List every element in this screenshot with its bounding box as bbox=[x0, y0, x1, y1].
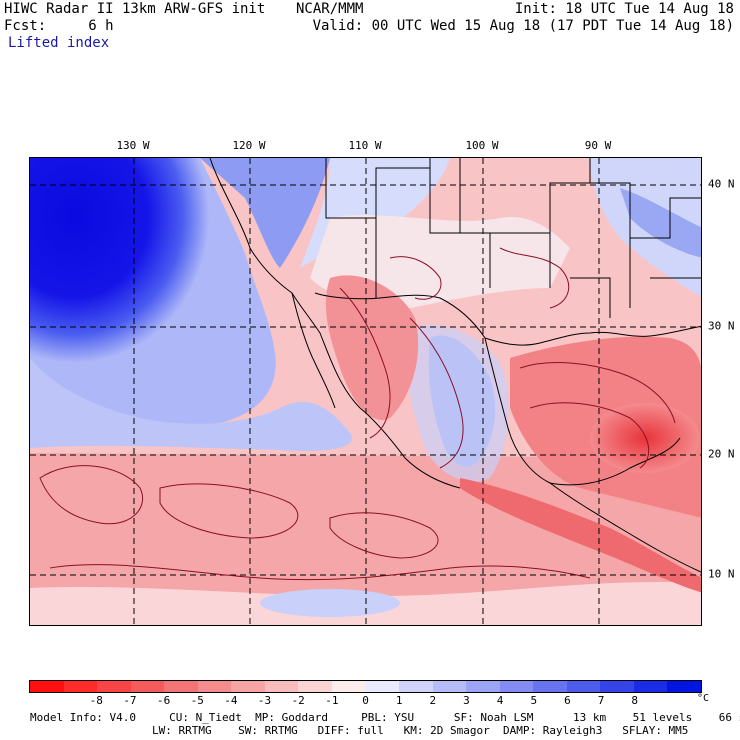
colorbar-segment bbox=[466, 681, 500, 692]
lat-label-10n: 10 N bbox=[708, 567, 735, 581]
colorbar-tick-label: -6 bbox=[156, 694, 171, 707]
field-name: Lifted index bbox=[8, 35, 110, 51]
colorbar-tick-label: 2 bbox=[429, 694, 437, 707]
lat-label-40n: 40 N bbox=[708, 177, 735, 191]
central-america-coast bbox=[549, 482, 701, 573]
colorbar-segment bbox=[197, 681, 232, 692]
contour-4 bbox=[329, 512, 439, 559]
ohio-valley-stable bbox=[620, 188, 701, 258]
gulf-coast-north bbox=[484, 325, 701, 346]
colorbar-tick-label: 5 bbox=[530, 694, 538, 707]
colorbar-tick-label: -4 bbox=[224, 694, 238, 707]
colorbar-tick-label: -1 bbox=[325, 694, 339, 707]
colorbar-segment bbox=[231, 681, 265, 692]
contour-10 bbox=[389, 256, 442, 300]
li-contours bbox=[39, 247, 676, 581]
lon-label-110w: 110 W bbox=[348, 139, 382, 152]
state-borders-south bbox=[570, 277, 701, 318]
stable-patch-south bbox=[260, 589, 400, 617]
colorbar-segment bbox=[331, 681, 366, 692]
model-title: HIWC Radar II 13km ARW-GFS init bbox=[4, 1, 266, 17]
colorbar-segment bbox=[164, 681, 198, 692]
lon-label-90w: 90 W bbox=[584, 139, 612, 152]
organization: NCAR/MMM bbox=[296, 1, 364, 17]
lon-label-130w: 130 W bbox=[116, 139, 150, 152]
colorbar-segment bbox=[399, 681, 433, 692]
colorbar-segment bbox=[30, 681, 64, 692]
political-borders bbox=[209, 158, 701, 573]
colorbar-segment bbox=[97, 681, 131, 692]
colorbar-tick-label: -5 bbox=[190, 694, 204, 707]
pacific-stable-fringe bbox=[30, 358, 352, 451]
contour-9 bbox=[499, 247, 570, 309]
contour-7 bbox=[519, 362, 676, 424]
model-info-line2: LW: RRTMG SW: RRTMG DIFF: full KM: 2D Sm… bbox=[152, 724, 689, 737]
contour-2 bbox=[159, 483, 299, 539]
colorbar-segment bbox=[600, 681, 634, 692]
colorbar-segment bbox=[63, 681, 98, 692]
colorbar-segment bbox=[365, 681, 400, 692]
colorbar-segment bbox=[499, 681, 534, 692]
colorbar-tick-label: 0 bbox=[362, 694, 369, 707]
colorbar-tick-label: 3 bbox=[463, 694, 470, 707]
init-time: Init: 18 UTC Tue 14 Aug 18 bbox=[514, 1, 734, 17]
colorbar-segment bbox=[298, 681, 332, 692]
lifted-index-colorbar bbox=[29, 680, 702, 693]
state-borders-plains bbox=[490, 158, 591, 288]
model-info-line1: Model Info: V4.0 CU: N_Tiedt MP: Goddard… bbox=[30, 711, 740, 724]
forecast-hour: Fcst: 6 h bbox=[4, 18, 114, 34]
colorbar-segment bbox=[633, 681, 668, 692]
colorbar-tick-label: 7 bbox=[597, 694, 605, 707]
contour-6 bbox=[409, 317, 464, 469]
lon-label-120w: 120 W bbox=[232, 139, 266, 152]
contour-8 bbox=[529, 402, 650, 469]
pacific-coastline bbox=[209, 158, 461, 489]
central-america-unstable bbox=[460, 478, 701, 593]
sierra-madre-unstable bbox=[325, 275, 419, 420]
colorbar-tick-label: 8 bbox=[631, 694, 638, 707]
lifted-index-map bbox=[29, 157, 702, 626]
colorbar-segment bbox=[432, 681, 467, 692]
state-borders-east bbox=[590, 182, 701, 308]
colorbar-tick-label: -7 bbox=[123, 694, 137, 707]
colorbar-segment bbox=[667, 681, 701, 692]
valid-time: Valid: 00 UTC Wed 15 Aug 18 (17 PDT Tue … bbox=[312, 18, 734, 34]
colorbar-tick-label: -3 bbox=[257, 694, 272, 707]
us-mexico-border bbox=[314, 292, 486, 339]
baja-peninsula bbox=[291, 292, 336, 409]
colorbar-segment bbox=[566, 681, 601, 692]
graticule bbox=[30, 158, 701, 625]
map-canvas bbox=[30, 158, 701, 625]
colorbar-tick-label: -2 bbox=[291, 694, 305, 707]
colorbar-tick-label: 1 bbox=[395, 694, 403, 707]
contour-3 bbox=[49, 564, 591, 581]
contour-5 bbox=[339, 287, 391, 439]
colorbar-segment bbox=[130, 681, 165, 692]
gulf-coast-mexico bbox=[484, 337, 681, 486]
caribbean-core bbox=[590, 403, 700, 473]
pacific-stable-core bbox=[30, 158, 276, 425]
lat-label-20n: 20 N bbox=[708, 447, 735, 461]
colorbar-segment bbox=[264, 681, 299, 692]
lat-label-30n: 30 N bbox=[708, 319, 735, 333]
colorbar-tick-label: 6 bbox=[564, 694, 571, 707]
colorbar-unit: °C bbox=[697, 693, 710, 704]
state-borders-mountain bbox=[375, 158, 491, 298]
colorbar-tick-label: 4 bbox=[496, 694, 504, 707]
lon-label-100w: 100 W bbox=[465, 139, 499, 152]
colorbar-tick-label: -8 bbox=[89, 694, 103, 707]
state-borders-west bbox=[325, 158, 431, 219]
contour-1 bbox=[39, 465, 144, 525]
colorbar-segment bbox=[533, 681, 567, 692]
